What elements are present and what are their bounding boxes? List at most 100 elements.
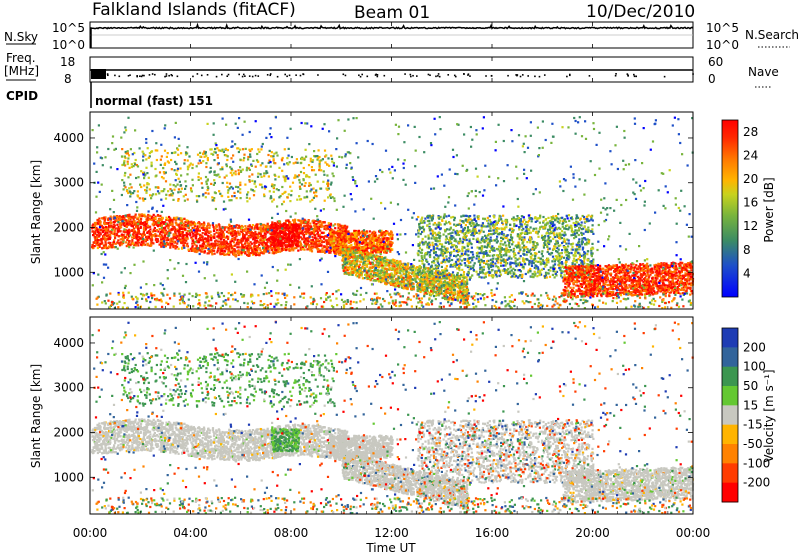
power-cell (347, 241, 350, 244)
power-cell (274, 228, 277, 231)
power-cell (331, 233, 334, 236)
power-cell (163, 221, 166, 224)
power-cell (325, 241, 328, 244)
power-cell (393, 259, 396, 262)
power-cell (366, 254, 369, 258)
power-cell (325, 227, 329, 230)
power-cell (102, 246, 106, 249)
power-cell (432, 277, 435, 280)
power-cell (325, 245, 329, 248)
power-cell (362, 256, 366, 259)
nave-point (361, 73, 364, 76)
power-cell (225, 253, 228, 256)
power-cell (263, 234, 266, 237)
power-cell (110, 244, 113, 247)
power-cell (433, 295, 436, 298)
power-cell (349, 240, 352, 244)
power-cell (313, 243, 316, 246)
power-cell (220, 245, 223, 248)
power-cell (355, 257, 358, 260)
power-cell (326, 241, 330, 244)
power-cell (199, 224, 202, 227)
power-cell (578, 248, 581, 251)
power-cell (101, 241, 104, 244)
power-cell (94, 239, 97, 242)
nave-point (269, 74, 272, 77)
power-cell (266, 231, 269, 234)
power-cell (355, 241, 359, 244)
power-cell (247, 254, 250, 257)
power-cell (347, 253, 350, 256)
power-cell (113, 239, 116, 242)
power-cell (139, 220, 142, 223)
power-cell (405, 282, 408, 285)
power-cell (421, 280, 424, 283)
power-cell (442, 282, 445, 285)
power-cell (404, 278, 407, 281)
power-cell (146, 224, 150, 227)
power-cell (371, 235, 374, 238)
power-cell (299, 223, 302, 226)
power-cell (129, 222, 132, 226)
power-cell (194, 237, 197, 240)
nave-point (437, 75, 439, 77)
power-cell (433, 290, 436, 293)
power-cell (352, 255, 355, 258)
power-cell (272, 247, 275, 250)
power-cell (274, 247, 277, 250)
power-cell (320, 225, 323, 229)
power-cell (430, 289, 433, 292)
power-cell (210, 242, 213, 245)
power-cell (343, 252, 346, 255)
power-cell (328, 224, 331, 227)
power-cell (171, 223, 174, 226)
power-cell (403, 282, 406, 285)
power-cell (214, 242, 217, 245)
power-cell (534, 272, 537, 275)
power-cell (108, 225, 111, 228)
power-cell (171, 242, 174, 245)
power-cell (371, 251, 374, 254)
power-cell (155, 223, 158, 226)
power-cell (127, 235, 131, 238)
power-cell (430, 283, 433, 286)
power-cell (270, 243, 274, 246)
power-cell (315, 223, 318, 226)
power-cell (155, 229, 158, 232)
power-cell (243, 235, 246, 238)
power-cell (365, 269, 368, 272)
power-cell (362, 263, 365, 266)
power-cell (372, 279, 375, 282)
power-cell (135, 235, 138, 238)
power-cell (363, 258, 367, 261)
power-cell (359, 267, 363, 270)
power-cell (452, 293, 455, 297)
power-cell (323, 227, 326, 231)
power-cell (313, 234, 317, 237)
power-cell (134, 241, 137, 244)
power-cell (369, 261, 372, 264)
power-cell (194, 231, 197, 234)
power-cell (257, 252, 261, 255)
power-cell (338, 253, 341, 256)
power-cell (426, 277, 429, 280)
power-cell (368, 245, 371, 248)
power-cell (122, 233, 125, 236)
power-cell (482, 252, 486, 255)
power-cell (183, 226, 186, 229)
power-cell (198, 249, 201, 252)
power-cell (240, 252, 243, 255)
power-cell (130, 220, 133, 223)
power-cell (204, 244, 207, 247)
power-cell (206, 230, 210, 233)
power-cell (248, 243, 251, 246)
power-cell (206, 226, 209, 229)
power-cell (307, 219, 310, 222)
power-cell (286, 248, 289, 251)
power-cell (385, 270, 388, 273)
power-cell (109, 233, 112, 236)
power-cell (118, 215, 121, 218)
power-cell (287, 219, 290, 222)
power-cell (353, 229, 356, 232)
power-cell (157, 230, 160, 233)
